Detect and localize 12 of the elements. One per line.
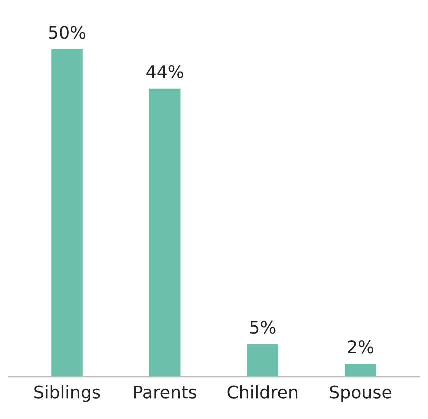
x-tick-label: Children bbox=[228, 385, 298, 399]
data-label: 5% bbox=[250, 320, 276, 334]
data-label: 44% bbox=[146, 65, 184, 79]
x-tick-label: Spouse bbox=[330, 386, 392, 402]
bar bbox=[247, 344, 279, 378]
data-label: 50% bbox=[49, 26, 86, 40]
x-tick-label: Parents bbox=[134, 386, 197, 399]
x-tick-label: Siblings bbox=[34, 385, 100, 402]
bar bbox=[149, 88, 181, 378]
bar bbox=[345, 364, 376, 378]
data-label: 2% bbox=[348, 340, 374, 354]
bar bbox=[52, 50, 83, 378]
